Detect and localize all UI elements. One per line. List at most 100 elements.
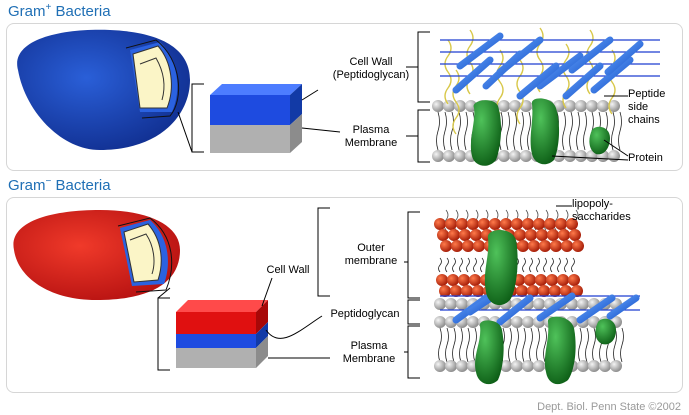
footer-credit: Dept. Biol. Penn State ©2002 [537,401,681,413]
lipid-tail [452,257,456,273]
peptide-chain [444,39,452,105]
outer-membrane-head [450,285,462,297]
lipid-tail [508,327,512,363]
outer-membrane-head [516,285,528,297]
outer-membrane-head [538,285,550,297]
peptidoglycan-tube [536,52,584,90]
lipid-tail [564,257,568,273]
lps-ball [437,229,449,241]
lipid-tail [480,257,484,273]
gram-positive-sign: + [45,2,52,13]
lipid-tail [550,257,554,273]
lipid-head [434,360,446,372]
gram-positive-cell [17,29,191,150]
lipid-tail [459,327,463,363]
lipid-tail [452,327,456,363]
gram-negative-membrane-model [434,209,640,385]
lps-line1: lipopoly- [572,198,613,210]
lipid-head [465,100,477,112]
lipid-head [586,100,598,112]
lps-ball [569,229,581,241]
gram-negative-title-text: Gram [8,177,46,194]
lps-ball [434,218,446,230]
gram-negative-sign: − [45,176,52,187]
lipid-head [498,100,510,112]
lps-ball [489,218,501,230]
peptide-chain [608,49,616,115]
outer-membrane-head [527,285,539,297]
lipid-tail [618,111,622,151]
gram-negative-block [176,300,268,368]
peptidoglycan-tube [606,294,640,320]
lipid-head [533,298,545,310]
lps-ball [572,240,584,252]
lipid-tail [473,257,477,273]
lipid-head [564,150,576,162]
peptidoglycan-tube [562,62,604,100]
lipid-head [443,100,455,112]
outer-line1: Outer [357,242,385,254]
gram-negative-title: Gram− Bacteria [8,176,111,194]
lipid-head [610,360,622,372]
gram-positive-cell-wall-label: Cell Wall (Peptidoglycan) [326,56,416,82]
peptidoglycan-tube [576,294,616,324]
lps-ball [459,229,471,241]
lps-line2: saccharides [572,211,631,223]
peptidoglycan-tube [452,56,494,94]
peptide-line2: side [628,101,649,113]
lipid-head [511,316,523,328]
lipid-head [520,150,532,162]
lipid-head [445,360,457,372]
lps-ball [525,229,537,241]
lps-ball [528,240,540,252]
lipid-tail [571,257,575,273]
lipid-tail [466,327,470,363]
lipid-tail [529,327,533,363]
lipid-head [511,360,523,372]
lipid-tail [529,257,533,273]
peptide-side-chains-label: Peptide side chains [628,88,680,127]
cell-wall-line1: Cell Wall [349,56,393,68]
peptidoglycan-label: Peptidoglycan [330,308,400,320]
lipid-head [575,100,587,112]
gram-positive-label-leaders [551,95,629,161]
lipid-tail [466,257,470,273]
lipid-head [454,150,466,162]
lps-ball [558,229,570,241]
gram-negative-pointer-lines [261,277,330,359]
outer-membrane-head [439,285,451,297]
gram-positive-brackets [406,31,430,163]
peptide-line1: Peptide [628,88,666,100]
outer-membrane-head [458,274,470,286]
lipid-tail [578,327,582,363]
gram-positive-title-rest: Bacteria [51,3,111,20]
lipid-head [577,298,589,310]
gram-positive-title-text: Gram [8,3,46,20]
lipid-tail [569,111,573,151]
outer-membrane-head [469,274,481,286]
lps-ball [456,218,468,230]
outer-membrane-head [535,274,547,286]
lipid-tail [445,257,449,273]
lps-ball [566,218,578,230]
lipid-tail [527,111,531,151]
outer-membrane-head [447,274,459,286]
lipid-tail [464,111,468,151]
peptidoglycan-tube [456,32,504,70]
lipid-tail [513,111,517,151]
lipid-tail [522,327,526,363]
lipid-head [522,316,534,328]
lipid-tail [543,327,547,363]
lipid-tail [506,111,510,151]
lipid-head [599,360,611,372]
lipid-tail [576,111,580,151]
lipid-tail [515,327,519,363]
peptide-line3: chains [628,114,660,126]
gram-negative-cell-wall-label: Cell Wall [266,264,310,276]
lipid-tail [473,327,477,363]
lps-ball [478,218,490,230]
outer-line2: membrane [344,255,398,267]
lps-ball [467,218,479,230]
lipid-head [577,360,589,372]
